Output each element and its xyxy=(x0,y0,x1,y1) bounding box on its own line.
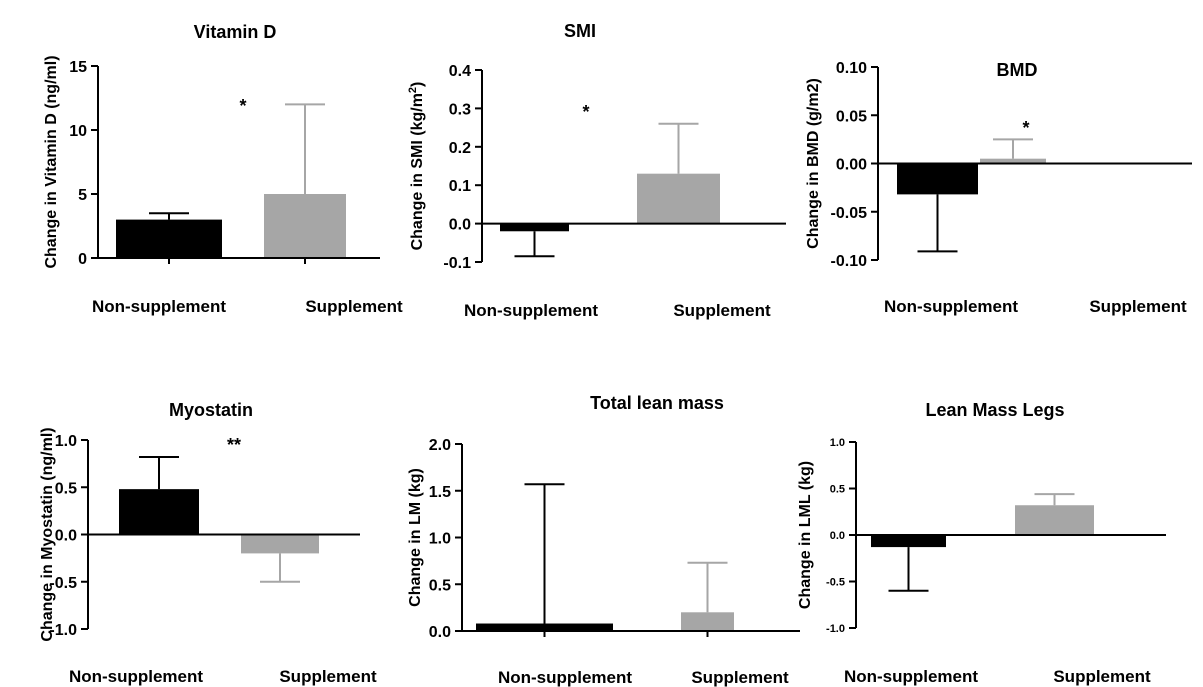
category-label: Supplement xyxy=(673,301,771,320)
category-label: Non-supplement xyxy=(498,668,632,687)
y-tick-label: -0.5 xyxy=(826,577,845,589)
bar-supplement xyxy=(637,173,720,224)
y-tick-label: 0 xyxy=(78,251,87,268)
chart-title: Vitamin D xyxy=(194,22,277,42)
chart-panel-6: Lean Mass Legs Change in LML (kg) -1.0 -0.5… xyxy=(797,400,1166,686)
significance-marker: ** xyxy=(227,435,241,455)
significance-marker: * xyxy=(582,102,589,122)
category-label: Supplement xyxy=(305,297,403,316)
y-tick-label: 5 xyxy=(78,187,87,204)
category-label: Non-supplement xyxy=(464,301,598,320)
y-tick-label: 0.2 xyxy=(449,140,471,157)
y-tick-label: -1.0 xyxy=(49,622,77,639)
y-axis-label: Change in SMI (kg/m2) xyxy=(407,82,426,251)
y-tick-label: 0.4 xyxy=(449,63,471,80)
significance-marker: * xyxy=(1022,118,1029,138)
bar-non-supplement xyxy=(500,223,569,232)
category-label: Supplement xyxy=(279,667,377,686)
bar-non-supplement xyxy=(119,489,199,535)
y-tick-label: -1.0 xyxy=(826,623,845,635)
bar-non-supplement xyxy=(476,623,613,631)
y-tick-label: 1.0 xyxy=(55,433,77,450)
y-axis-label: Change in Myostatin (ng/ml) xyxy=(39,427,56,641)
y-axis-label-superscript: 2 xyxy=(407,87,419,93)
y-tick-label: 1.5 xyxy=(429,484,451,501)
chart-title: SMI xyxy=(564,21,596,41)
bar-non-supplement xyxy=(871,535,946,548)
category-label: Non-supplement xyxy=(884,297,1018,316)
bar-supplement xyxy=(264,194,346,258)
y-tick-label: 1.0 xyxy=(830,437,845,449)
bar-supplement xyxy=(681,612,734,631)
bar-supplement xyxy=(1015,505,1094,535)
y-tick-label: 0.10 xyxy=(836,60,867,77)
y-axis-label: Change in LM (kg) xyxy=(407,468,424,607)
bar-non-supplement xyxy=(897,163,978,195)
chart-title: BMD xyxy=(997,60,1038,80)
y-tick-label: 0.00 xyxy=(836,157,867,174)
y-tick-label: 0.5 xyxy=(830,484,845,496)
y-tick-label: 0.3 xyxy=(449,101,471,118)
y-tick-label: -0.1 xyxy=(443,255,471,272)
bar-supplement xyxy=(980,158,1046,164)
y-tick-label: -0.5 xyxy=(49,575,77,592)
y-tick-label: 0.5 xyxy=(55,480,77,497)
y-axis-label-suffix: ) xyxy=(409,82,426,87)
chart-title: Myostatin xyxy=(169,400,253,420)
chart-panel-1: Vitamin D Change in Vitamin D (ng/ml) 0 5 10… xyxy=(43,22,403,316)
category-label: Supplement xyxy=(691,668,789,687)
y-tick-label: -0.10 xyxy=(831,253,868,270)
y-tick-label: 2.0 xyxy=(429,437,451,454)
y-axis-label: Change in BMD (g/m2) xyxy=(805,78,822,249)
chart-panel-4: Myostatin Change in Myostatin (ng/ml)-1.0… xyxy=(39,400,377,686)
y-tick-label: 0.0 xyxy=(449,217,471,234)
y-tick-label: 10 xyxy=(69,123,87,140)
y-tick-label: 1.0 xyxy=(429,531,451,548)
y-tick-label: 0.0 xyxy=(429,624,451,641)
chart-title: Total lean mass xyxy=(590,393,724,413)
category-label: Non-supplement xyxy=(69,667,203,686)
y-tick-label: -0.05 xyxy=(831,205,868,222)
chart-title: Lean Mass Legs xyxy=(925,400,1064,420)
y-tick-label: 0.0 xyxy=(830,530,845,542)
y-tick-label: 0.5 xyxy=(429,577,451,594)
y-axis-label: Change in Vitamin D (ng/ml) xyxy=(43,55,60,268)
y-tick-label: 0.05 xyxy=(836,108,867,125)
bar-supplement xyxy=(241,534,319,554)
category-label: Non-supplement xyxy=(844,667,978,686)
y-tick-label: 15 xyxy=(69,59,87,76)
chart-panel-5: Total lean mass Change in LM (kg) 0.0 0.5 1.… xyxy=(407,393,800,687)
chart-panel-3: BMD Change in BMD (g/m2) -0.10 -0.05 0.00 0.0… xyxy=(805,60,1192,316)
category-label: Non-supplement xyxy=(92,297,226,316)
significance-marker: * xyxy=(239,96,246,116)
y-axis-label: Change in LML (kg) xyxy=(797,461,814,609)
chart-panel-2: SMI Change in SMI (kg/m2) -0.1 0.0 0.1 0.2 0.3… xyxy=(407,21,786,320)
y-tick-label: 0.1 xyxy=(449,178,471,195)
bar-non-supplement xyxy=(116,219,222,258)
y-tick-label: 0.0 xyxy=(55,528,77,545)
category-label: Supplement xyxy=(1089,297,1187,316)
category-label: Supplement xyxy=(1053,667,1151,686)
